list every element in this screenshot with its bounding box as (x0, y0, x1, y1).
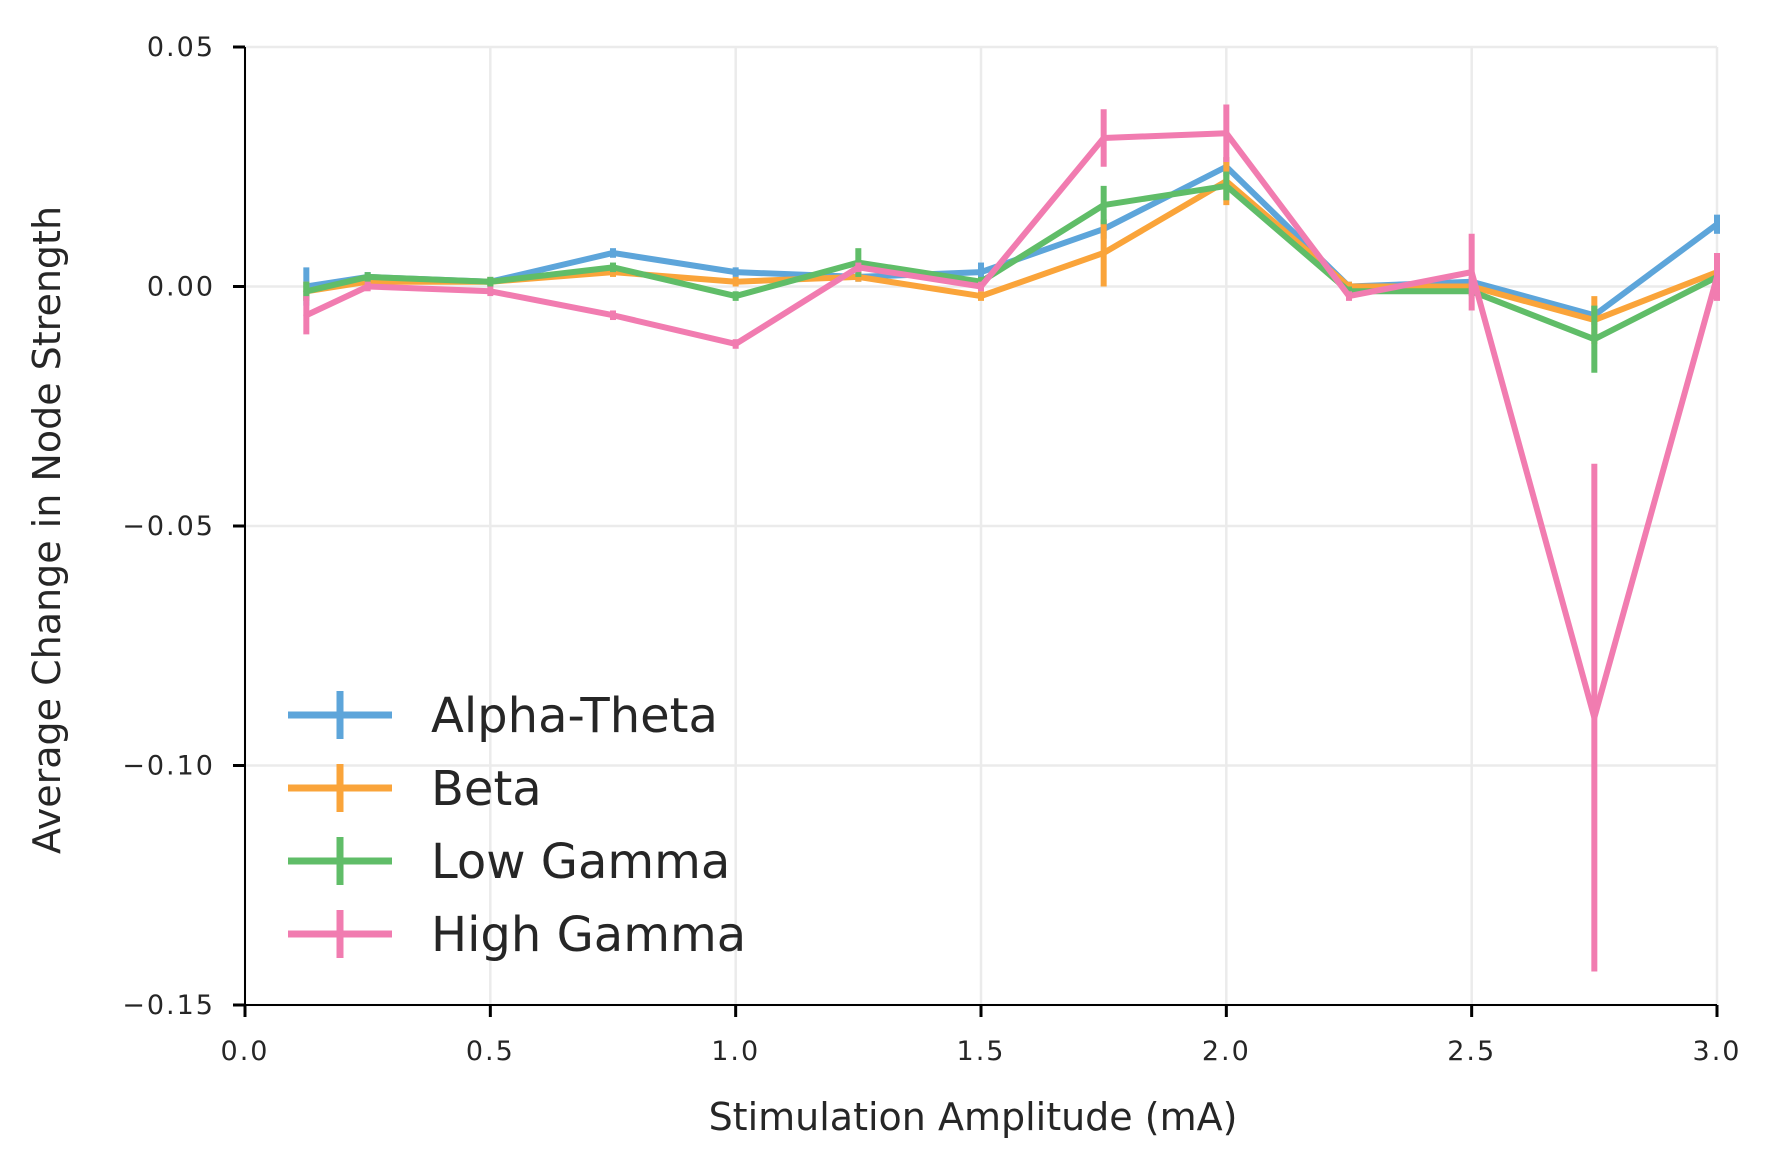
series-line (303, 182, 1720, 343)
axes: 0.0 0.5 1.0 1.5 2.0 2.5 3.0 0.05 0.00 −0.05 −0.10 −… (122, 32, 1742, 1067)
y-tick-label: 0.05 (147, 32, 215, 63)
legend-item: High Gamma (288, 907, 746, 963)
series-low-gamma (303, 171, 1720, 373)
legend-label: High Gamma (431, 907, 746, 963)
y-tick-label: −0.15 (122, 990, 215, 1021)
x-tick-label: 2.0 (1202, 1036, 1251, 1067)
x-tick-label: 2.5 (1447, 1036, 1496, 1067)
x-tick-label: 0.0 (221, 1036, 270, 1067)
y-tick-label: −0.05 (122, 511, 215, 542)
legend-label: Alpha-Theta (431, 688, 718, 744)
y-tick-label: 0.00 (147, 272, 215, 303)
x-tick-label: 1.5 (957, 1036, 1006, 1067)
series-high-gamma (303, 104, 1720, 972)
legend-item: Alpha-Theta (288, 688, 718, 744)
legend-item: Beta (288, 761, 542, 817)
x-tick-label: 1.0 (711, 1036, 760, 1067)
series-line (303, 130, 1720, 721)
x-tick-label: 0.5 (466, 1036, 515, 1067)
y-tick-label: −0.10 (122, 751, 215, 782)
legend-label: Beta (431, 761, 542, 817)
legend: Alpha-Theta Beta Low Gamma High Gamma (288, 688, 746, 963)
y-axis-label: Average Change in Node Strength (25, 206, 69, 854)
series-layer (303, 104, 1720, 972)
legend-item: Low Gamma (288, 834, 730, 890)
legend-label: Low Gamma (431, 834, 730, 890)
x-axis-label: Stimulation Amplitude (mA) (709, 1095, 1238, 1139)
x-tick-label: 3.0 (1693, 1036, 1742, 1067)
